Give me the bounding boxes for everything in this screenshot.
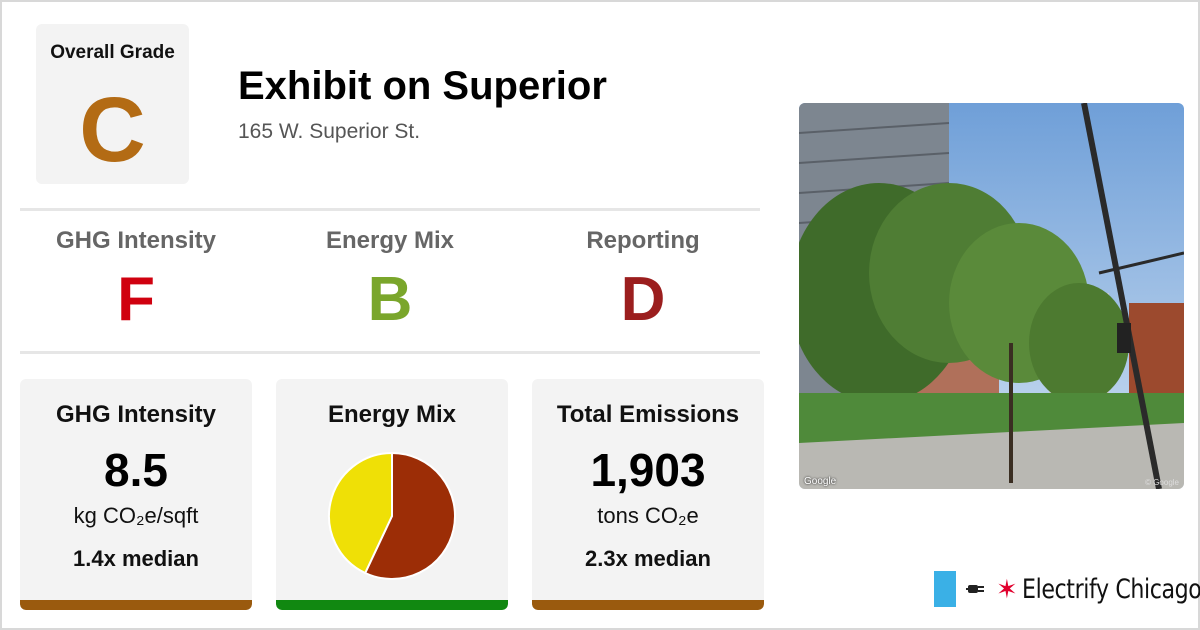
sub-grade-ghg-letter: F xyxy=(117,265,155,334)
total-emissions-card: Total Emissions 1,903 tons CO₂e 2.3x med… xyxy=(532,379,764,610)
building-address: 165 W. Superior St. xyxy=(238,120,421,143)
overall-grade-label: Overall Grade xyxy=(50,42,175,63)
emissions-card-unit: tons CO₂e xyxy=(597,503,699,528)
pie-slice-0 xyxy=(363,451,456,580)
emissions-card-median: 2.3x median xyxy=(585,546,711,571)
sub-grade-ghg: GHG Intensity F xyxy=(16,227,256,331)
ghg-intensity-card: GHG Intensity 8.5 kg CO₂e/sqft 1.4x medi… xyxy=(20,379,252,610)
overall-grade-box: Overall Grade C xyxy=(36,24,189,184)
logo-blue-bar xyxy=(934,571,956,607)
street-view-photo: Google © Google xyxy=(799,103,1184,489)
divider-top xyxy=(20,208,760,211)
ghg-card-unit: kg CO₂e/sqft xyxy=(73,503,199,528)
emissions-card-bar xyxy=(532,600,764,610)
emissions-card-value: 1,903 xyxy=(590,444,706,496)
divider-bottom xyxy=(20,351,760,354)
photo-credit-left: Google xyxy=(804,476,837,487)
pie-slice-1 xyxy=(328,451,393,575)
emissions-card-title: Total Emissions xyxy=(556,401,740,428)
energy-mix-card: Energy Mix xyxy=(276,379,508,610)
sub-grade-mix: Energy Mix B xyxy=(270,227,510,331)
sub-grade-reporting-letter: D xyxy=(620,265,666,334)
chicago-star-icon: ✶ xyxy=(996,574,1018,604)
electrify-chicago-logo[interactable]: ✶ Electrify Chicago xyxy=(934,571,1200,607)
building-name[interactable]: Exhibit on Superior xyxy=(238,64,607,108)
mix-card-title: Energy Mix xyxy=(327,401,457,428)
energy-mix-pie-chart xyxy=(328,451,456,580)
sub-grade-mix-letter: B xyxy=(367,265,413,334)
brand-name: Electrify Chicago xyxy=(1021,573,1200,605)
sub-grade-reporting: Reporting D xyxy=(523,227,763,331)
ghg-card-median: 1.4x median xyxy=(73,546,199,571)
overall-grade-letter: C xyxy=(79,79,146,181)
photo-credit-right: © Google xyxy=(1145,478,1179,487)
ghg-card-value: 8.5 xyxy=(104,444,168,496)
sub-grade-ghg-label: GHG Intensity xyxy=(55,227,217,254)
mix-card-bar xyxy=(276,600,508,610)
plug-icon xyxy=(966,585,984,593)
sub-grade-reporting-label: Reporting xyxy=(586,227,700,254)
ghg-card-bar xyxy=(20,600,252,610)
sub-grade-mix-label: Energy Mix xyxy=(325,227,455,254)
ghg-card-title: GHG Intensity xyxy=(55,401,217,428)
